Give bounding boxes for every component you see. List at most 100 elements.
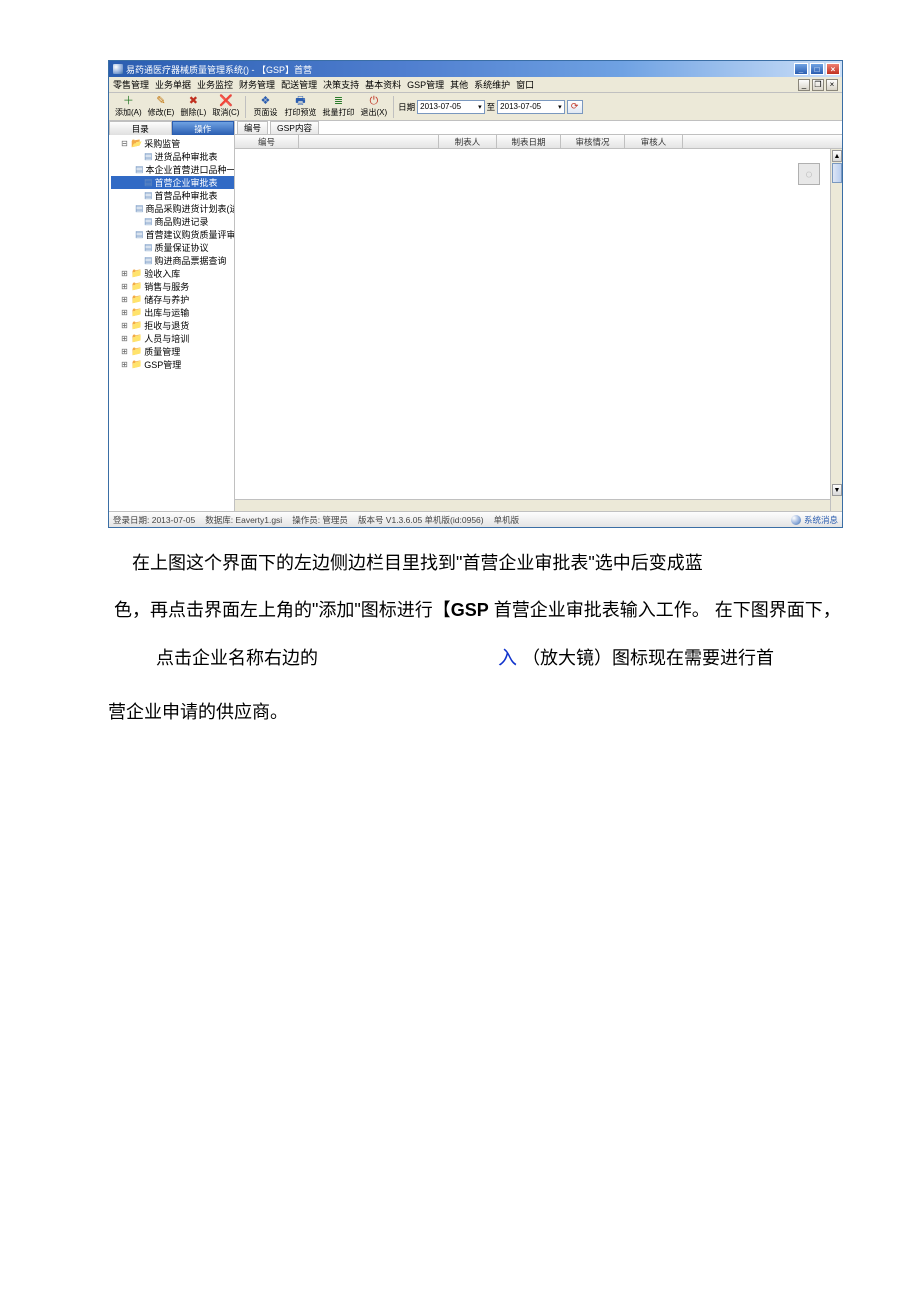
dropdown-icon[interactable]: ▾: [476, 103, 482, 111]
toolbar: ＋ 添加(A) ✎ 修改(E) ✖ 删除(L) ❌ 取消(C) ❖ 页面设 🖶: [109, 93, 842, 121]
document-icon: ▤: [144, 151, 153, 162]
menu-item[interactable]: 零售管理: [113, 78, 149, 91]
status-operator: 操作员: 管理员: [292, 514, 348, 526]
tree-node-purchase-supervision[interactable]: ⊟📂采购监管: [111, 137, 234, 150]
document-icon: ▤: [135, 229, 144, 240]
exit-icon: ⏻: [369, 96, 378, 107]
refresh-button[interactable]: ⟳: [567, 100, 583, 114]
print-preview-button[interactable]: 🖶 打印预览: [282, 94, 318, 120]
vertical-scrollbar[interactable]: ▲ ▼: [830, 149, 842, 511]
dropdown-icon[interactable]: ▾: [556, 103, 562, 111]
tree-node-storage[interactable]: ⊞📁储存与养护: [111, 293, 234, 306]
mdi-restore-button[interactable]: ❐: [812, 79, 824, 91]
date-from-picker[interactable]: ▾: [417, 100, 485, 114]
print-icon: 🖶: [295, 96, 305, 107]
text-line: 首营企业审批表输入工作。 在下图界面下，: [489, 600, 841, 620]
scroll-thumb[interactable]: [832, 163, 842, 183]
tab-gsp-content[interactable]: GSP内容: [270, 121, 319, 134]
grid-column-header[interactable]: 制表日期: [497, 135, 561, 148]
batch-print-button[interactable]: ≣ 批量打印: [320, 94, 356, 120]
text-line: 点击企业名称右边的: [156, 648, 318, 668]
tree-node-sales[interactable]: ⊞📁销售与服务: [111, 280, 234, 293]
horizontal-scrollbar[interactable]: [235, 499, 830, 511]
status-version: 版本号 V1.3.6.05 单机版(id:0956): [358, 514, 484, 526]
tab-directory[interactable]: 目录: [109, 121, 172, 135]
tree-node-receiving[interactable]: ⊞📁验收入库: [111, 267, 234, 280]
exit-button[interactable]: ⏻ 退出(X): [358, 94, 389, 120]
folder-open-icon: 📂: [131, 138, 142, 149]
status-message[interactable]: 系统消息: [804, 514, 838, 526]
grid-column-header[interactable]: 审核人: [625, 135, 683, 148]
scroll-down-icon[interactable]: ▼: [832, 484, 842, 496]
toolbar-label: 打印预览: [284, 107, 316, 118]
right-pane: 编号 GSP内容 编号制表人制表日期审核情况审核人 ◌ ▲ ▼: [235, 121, 842, 511]
delete-icon: ✖: [189, 96, 198, 107]
tree-node-outbound[interactable]: ⊞📁出库与运输: [111, 306, 234, 319]
batch-print-icon: ≣: [334, 96, 343, 107]
date-from-input[interactable]: [420, 102, 476, 111]
menu-item[interactable]: 财务管理: [239, 78, 275, 91]
tab-operation[interactable]: 操作: [172, 121, 235, 135]
tree-node[interactable]: ▤本企业首营进口品种一览表: [111, 163, 234, 176]
tab-number[interactable]: 编号: [237, 121, 268, 134]
menu-item[interactable]: 业务监控: [197, 78, 233, 91]
tree-node-quality[interactable]: ⊞📁质量管理: [111, 345, 234, 358]
cancel-icon: ❌: [219, 96, 233, 107]
page-setup-button[interactable]: ❖ 页面设: [250, 94, 280, 120]
menu-item[interactable]: 决策支持: [323, 78, 359, 91]
document-icon: ▤: [135, 164, 144, 175]
scroll-up-icon[interactable]: ▲: [832, 150, 842, 162]
menu-item[interactable]: 其他: [450, 78, 468, 91]
app-icon: [113, 64, 123, 74]
menu-item[interactable]: 系统维护: [474, 78, 510, 91]
date-to-picker[interactable]: ▾: [497, 100, 565, 114]
toolbar-label: 修改(E): [148, 107, 175, 118]
document-icon: ▤: [144, 216, 153, 227]
grid-column-header[interactable]: 制表人: [439, 135, 497, 148]
close-button[interactable]: ×: [826, 63, 840, 75]
tree-node[interactable]: ▤首营品种审批表: [111, 189, 234, 202]
mdi-minimize-button[interactable]: _: [798, 79, 810, 91]
menu-item[interactable]: 配送管理: [281, 78, 317, 91]
tree-node[interactable]: ▤质量保证协议: [111, 241, 234, 254]
grid-header: 编号 制表人制表日期审核情况审核人: [235, 135, 842, 149]
text-line: 营企业申请的供应商。: [108, 702, 288, 722]
grid-column-header[interactable]: 审核情况: [561, 135, 625, 148]
folder-icon: 📁: [131, 333, 142, 344]
menu-item[interactable]: 业务单据: [155, 78, 191, 91]
document-icon: ▤: [144, 255, 153, 266]
page-setup-icon: ❖: [261, 96, 271, 107]
mdi-close-button[interactable]: ×: [826, 79, 838, 91]
tree-node[interactable]: ▤进货品种审批表: [111, 150, 234, 163]
cancel-button[interactable]: ❌ 取消(C): [210, 94, 241, 120]
tree-node-reject-return[interactable]: ⊞📁拒收与退货: [111, 319, 234, 332]
status-database: 数据库: Eaverty1.gsi: [205, 514, 282, 526]
text-line: 色，再点击界面左上角的"添加"图标进行【: [114, 600, 451, 620]
nav-tree: ⊟📂采购监管 ▤进货品种审批表 ▤本企业首营进口品种一览表 ▤首营企业审批表 ▤…: [109, 135, 234, 511]
toolbar-label: 批量打印: [322, 107, 354, 118]
window-title: 易药通医疗器械质量管理系统() - 【GSP】首营: [126, 63, 312, 76]
menu-item[interactable]: 窗口: [516, 78, 534, 91]
body-area: 目录 操作 ⊟📂采购监管 ▤进货品种审批表 ▤本企业首营进口品种一览表 ▤首营企…: [109, 121, 842, 511]
app-window: 易药通医疗器械质量管理系统() - 【GSP】首营 _ □ × 零售管理业务单据…: [108, 60, 843, 528]
refresh-icon: ⟳: [571, 101, 579, 112]
folder-icon: 📁: [131, 307, 142, 318]
left-pane: 目录 操作 ⊟📂采购监管 ▤进货品种审批表 ▤本企业首营进口品种一览表 ▤首营企…: [109, 121, 235, 511]
tree-node[interactable]: ▤购进商品票据查询: [111, 254, 234, 267]
minimize-button[interactable]: _: [794, 63, 808, 75]
add-button[interactable]: ＋ 添加(A): [113, 94, 144, 120]
menu-item[interactable]: GSP管理: [407, 78, 444, 91]
delete-button[interactable]: ✖ 删除(L): [178, 94, 208, 120]
date-to-input[interactable]: [500, 102, 556, 111]
grid-column-header[interactable]: 编号: [235, 135, 299, 148]
tree-node-first-enterprise-approval[interactable]: ▤首营企业审批表: [111, 176, 234, 189]
tree-node[interactable]: ▤商品购进记录: [111, 215, 234, 228]
tree-node[interactable]: ▤首营建议购货质量评审表: [111, 228, 234, 241]
maximize-button[interactable]: □: [810, 63, 824, 75]
menu-item[interactable]: 基本资料: [365, 78, 401, 91]
tree-node[interactable]: ▤商品采购进货计划表(进): [111, 202, 234, 215]
grid-column-header[interactable]: [299, 135, 439, 148]
tree-node-gsp[interactable]: ⊞📁GSP管理: [111, 358, 234, 371]
tree-node-personnel[interactable]: ⊞📁人员与培训: [111, 332, 234, 345]
edit-button[interactable]: ✎ 修改(E): [146, 94, 177, 120]
